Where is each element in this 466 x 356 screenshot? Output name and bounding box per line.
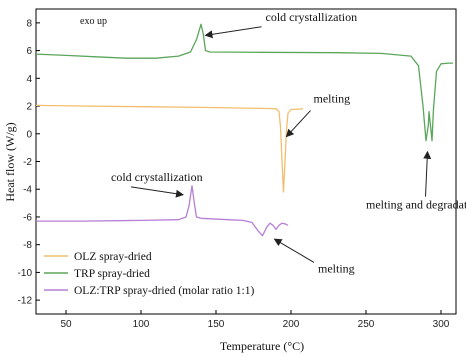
x-tick-label: 300: [433, 319, 450, 330]
series-lines: [35, 23, 453, 237]
y-tick-label: 0: [26, 129, 32, 140]
annotation-label-5: melting: [318, 261, 355, 275]
annotation-arrow-4: [130, 186, 184, 198]
corner-label: exo up: [80, 16, 107, 27]
x-tick-label: 150: [208, 319, 225, 330]
annotation-arrow-1: [204, 26, 262, 39]
axis-ticks: 50 100 150 200 250 300 8 6 4 2 0 -2 -4 -6 -8 -10 -12: [18, 18, 450, 330]
x-axis-title: Temperature (°C): [220, 339, 304, 353]
x-tick-label: 100: [133, 319, 150, 330]
series-line-3: [36, 185, 289, 237]
annotation-label-4: cold crystallization: [111, 170, 203, 184]
x-tick-label: 250: [358, 319, 375, 330]
legend: OLZ spray-dried TRP spray-dried OLZ:TRP sp…: [44, 251, 255, 297]
y-tick-label: -4: [23, 185, 32, 196]
x-tick-label: 200: [283, 319, 300, 330]
annotation-arrow-3: [423, 150, 432, 197]
x-tick-label: 50: [60, 319, 72, 330]
annotation-label-1: cold crystallization: [266, 10, 358, 24]
annotation-arrow-5: [273, 238, 315, 263]
annotations: cold crystallization melting melting and d…: [111, 10, 466, 276]
y-tick-label: -10: [18, 268, 33, 279]
y-tick-label: -2: [23, 157, 32, 168]
y-tick-label: -6: [23, 212, 32, 223]
annotation-label-3: melting and degradation: [366, 198, 466, 212]
y-axis-title: Heat flow (W/g): [3, 122, 17, 201]
y-tick-label: 4: [26, 74, 32, 85]
annotation-arrow-2: [285, 110, 311, 138]
legend-label-3: OLZ:TRP spray-dried (molar ratio 1:1): [74, 285, 255, 297]
y-tick-label: -8: [23, 240, 32, 251]
y-tick-label: 8: [26, 18, 32, 29]
y-tick-label: 2: [26, 102, 32, 113]
legend-label-1: OLZ spray-dried: [74, 251, 152, 263]
series-line-1: [35, 104, 304, 193]
legend-label-2: TRP spray-dried: [74, 268, 150, 280]
y-tick-label: 6: [26, 46, 32, 57]
annotation-label-2: melting: [314, 92, 351, 106]
series-line-2: [35, 23, 453, 142]
y-tick-label: -12: [18, 296, 33, 307]
